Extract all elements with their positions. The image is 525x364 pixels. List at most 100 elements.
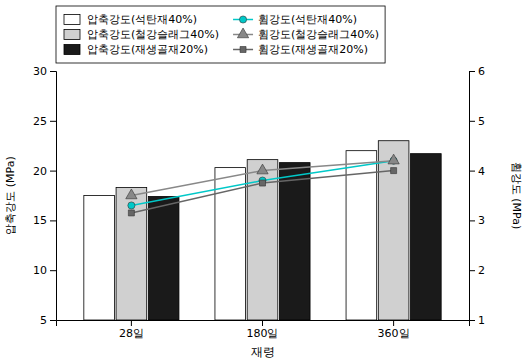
marker bbox=[128, 202, 135, 209]
legend-item: 압축강도(철강슬래그40%) bbox=[64, 28, 219, 41]
legend-swatch bbox=[64, 30, 80, 40]
legend-item: 압축강도(석탄재40%) bbox=[64, 13, 197, 26]
marks bbox=[84, 141, 441, 320]
marker bbox=[128, 210, 134, 216]
legend-box bbox=[56, 6, 385, 63]
tick-mark bbox=[469, 71, 475, 72]
marker bbox=[126, 189, 137, 199]
axis-line bbox=[57, 321, 470, 327]
tick: 180일 bbox=[247, 320, 279, 340]
tick-mark bbox=[393, 320, 394, 326]
tick-label: 3 bbox=[478, 214, 485, 227]
legend-label: 휨강도(철강슬래그40%) bbox=[258, 28, 379, 41]
tick-mark bbox=[469, 121, 475, 122]
chart: 압축강도(석탄재40%) 압축강도(철강슬래그40%) 압축강도(재생골재20%) 휨… bbox=[0, 0, 525, 364]
legend-swatch bbox=[64, 15, 80, 25]
tick: 5 bbox=[40, 314, 56, 327]
tick-mark bbox=[50, 71, 56, 72]
tick: 6 bbox=[469, 65, 485, 78]
tick-label: 28일 bbox=[119, 327, 144, 340]
tick-mark bbox=[50, 270, 56, 271]
y2-axis: 1 2 3 4 5 6 bbox=[469, 65, 485, 327]
line bbox=[131, 161, 393, 206]
tick: 5 bbox=[469, 115, 485, 128]
y-axis: 5 10 15 20 25 30 bbox=[33, 65, 57, 327]
tick-label: 20 bbox=[33, 165, 47, 178]
tick-mark bbox=[50, 171, 56, 172]
x-axis-title: 재령 bbox=[251, 345, 275, 359]
legend-swatch-marker bbox=[239, 16, 246, 23]
tick-label: 5 bbox=[478, 115, 485, 128]
tick: 10 bbox=[33, 264, 56, 277]
legend-item: 휨강도(재생골재20%) bbox=[233, 43, 368, 56]
legend-label: 압축강도(석탄재40%) bbox=[87, 13, 197, 26]
tick-label: 360일 bbox=[378, 327, 410, 340]
tick-label: 25 bbox=[33, 115, 47, 128]
tick: 360일 bbox=[378, 320, 410, 340]
legend-swatch-marker bbox=[237, 28, 248, 38]
tick-label: 30 bbox=[33, 65, 47, 78]
bar bbox=[84, 196, 115, 321]
legend-label: 압축강도(재생골재20%) bbox=[87, 43, 208, 56]
tick-mark bbox=[469, 220, 475, 221]
tick-mark bbox=[469, 270, 475, 271]
tick-label: 6 bbox=[478, 65, 485, 78]
bar bbox=[411, 154, 442, 320]
tick: 28일 bbox=[119, 320, 144, 340]
tick-label: 4 bbox=[478, 165, 485, 178]
bar bbox=[247, 160, 278, 320]
legend-label: 압축강도(철강슬래그40%) bbox=[87, 28, 219, 41]
tick-mark bbox=[131, 320, 132, 326]
line-series bbox=[128, 157, 397, 209]
legend-item: 압축강도(재생골재20%) bbox=[64, 43, 208, 56]
legend: 압축강도(석탄재40%) 압축강도(철강슬래그40%) 압축강도(재생골재20%) 휨… bbox=[56, 6, 385, 63]
legend-item: 휨강도(석탄재40%) bbox=[233, 13, 357, 26]
tick: 25 bbox=[33, 115, 56, 128]
line-series bbox=[126, 154, 399, 199]
tick: 15 bbox=[33, 214, 56, 227]
tick: 3 bbox=[469, 214, 485, 227]
line bbox=[131, 161, 393, 196]
axis-line bbox=[470, 72, 476, 321]
line bbox=[131, 171, 393, 213]
legend-item: 휨강도(철강슬래그40%) bbox=[233, 28, 379, 41]
marker bbox=[391, 168, 397, 174]
y-axis-title: 압축강도 (MPa) bbox=[4, 156, 17, 234]
line-series bbox=[128, 168, 396, 216]
tick-label: 1 bbox=[478, 314, 485, 327]
marker bbox=[388, 154, 399, 164]
tick: 1 bbox=[469, 314, 485, 327]
tick: 4 bbox=[469, 165, 485, 178]
tick-label: 15 bbox=[33, 214, 47, 227]
bar bbox=[116, 188, 147, 320]
bar bbox=[346, 151, 377, 320]
tick-mark bbox=[50, 121, 56, 122]
legend-swatch bbox=[64, 45, 80, 55]
legend-label: 휨강도(석탄재40%) bbox=[258, 13, 357, 26]
tick-label: 180일 bbox=[247, 327, 279, 340]
tick-label: 5 bbox=[40, 314, 47, 327]
tick: 30 bbox=[33, 65, 56, 78]
plot: 28일 180일 360일 5 10 15 20 25 30 1 2 3 4 5 6 bbox=[33, 65, 485, 340]
bar-series bbox=[148, 154, 441, 320]
tick: 20 bbox=[33, 165, 56, 178]
bar bbox=[279, 163, 310, 320]
tick-label: 2 bbox=[478, 264, 485, 277]
bar bbox=[378, 141, 409, 320]
tick-mark bbox=[50, 220, 56, 221]
tick: 2 bbox=[469, 264, 485, 277]
legend-swatch-marker bbox=[240, 47, 246, 53]
tick-mark bbox=[262, 320, 263, 326]
bar-series bbox=[116, 141, 409, 320]
tick-mark bbox=[469, 171, 475, 172]
axis-line bbox=[50, 72, 57, 321]
marker bbox=[260, 180, 266, 186]
tick-label: 10 bbox=[33, 264, 47, 277]
tick-mark bbox=[50, 320, 56, 321]
marker bbox=[257, 164, 268, 174]
tick-mark bbox=[469, 320, 475, 321]
y2-axis-title: 휨강도 (MPa) bbox=[510, 162, 523, 229]
bar bbox=[148, 196, 179, 320]
x-axis: 28일 180일 360일 bbox=[57, 320, 470, 340]
legend-label: 휨강도(재생골재20%) bbox=[258, 43, 368, 56]
